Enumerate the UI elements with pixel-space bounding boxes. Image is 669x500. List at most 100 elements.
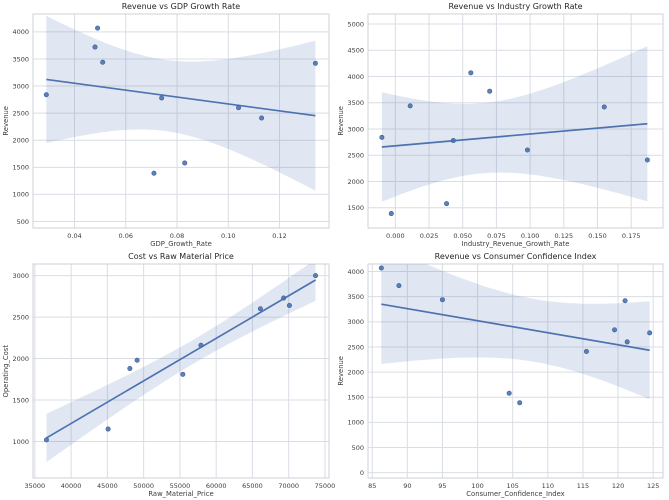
y-tick-label: 2500 (12, 109, 29, 117)
y-tick-label: 3500 (347, 99, 364, 107)
x-tick-label: 0.125 (555, 232, 574, 240)
axes-spine (32, 263, 330, 479)
y-tick-label: 2000 (347, 178, 364, 186)
regression-line (381, 303, 650, 352)
data-point (180, 371, 186, 377)
chart-title: Cost vs Raw Material Price (128, 252, 234, 261)
x-tick-label: 85 (368, 482, 376, 490)
regression-line (46, 78, 316, 117)
scatter-plot-canvas-gdp: 0.04 0.06 0.08 0.10 0.12 500 1000 1500 2000 2500 3… (12, 13, 330, 240)
data-point (286, 302, 292, 308)
scatter-plot-canvas-confidence: 85 90 95 100 105 110 115 120 125 0 500 1000 1500 2000… (347, 263, 664, 490)
x-tick-label: 75000 (315, 482, 335, 490)
x-tick-label: 50000 (133, 482, 154, 490)
data-point (612, 327, 618, 333)
data-point (134, 357, 140, 363)
y-tick-label: 3500 (347, 293, 364, 301)
data-point (105, 426, 111, 432)
chart-title: Revenue vs GDP Growth Rate (121, 2, 241, 11)
x-tick-label: 100 (471, 482, 483, 490)
data-point (159, 95, 165, 101)
x-tick-label: 0.150 (588, 232, 607, 240)
y-tick-label: 3000 (12, 272, 29, 280)
y-tick-label: 3500 (12, 55, 29, 63)
y-axis-label: Operating_Cost (1, 344, 10, 398)
data-point (450, 138, 456, 144)
x-axis-label: Consumer_Confidence_Index (466, 490, 565, 498)
x-tick-label: 0.06 (119, 232, 133, 240)
data-point (312, 60, 318, 66)
x-tick-label: 40000 (61, 482, 82, 490)
x-tick-label: 0.000 (386, 232, 405, 240)
y-tick-label: 2500 (12, 313, 29, 321)
data-point (182, 160, 188, 166)
x-tick-label: 45000 (97, 482, 118, 490)
x-tick-label: 60000 (206, 482, 227, 490)
data-point (379, 134, 385, 140)
x-axis-label: Industry_Revenue_Growth_Rate (461, 240, 570, 248)
data-point (396, 283, 402, 289)
subplot-cost-vs-raw-material: 35000 40000 45000 50000 55000 60000 65000 70000… (0, 250, 336, 500)
data-point (259, 115, 265, 121)
data-point (198, 342, 204, 348)
x-tick-label: 0.100 (521, 232, 540, 240)
y-tick-label: 1000 (12, 191, 29, 199)
y-tick-label: 2000 (347, 368, 364, 376)
x-tick-label: 0.08 (170, 232, 184, 240)
data-point (313, 273, 319, 279)
data-point (127, 366, 133, 372)
confidence-band (46, 15, 316, 191)
x-tick-label: 0.075 (487, 232, 506, 240)
x-tick-label: 65000 (242, 482, 263, 490)
x-tick-label: 0.025 (420, 232, 439, 240)
data-point (583, 348, 589, 354)
axes-spine (32, 13, 330, 229)
x-tick-label: 35000 (25, 482, 46, 490)
data-point (92, 44, 98, 50)
data-point (257, 306, 263, 312)
confidence-band (46, 264, 316, 463)
data-point (388, 211, 394, 217)
y-tick-label: 2500 (347, 343, 364, 351)
data-point (95, 25, 101, 31)
y-axis-label: Revenue (336, 356, 345, 386)
y-tick-label: 2500 (347, 152, 364, 160)
data-point (524, 147, 530, 153)
y-tick-label: 500 (17, 218, 29, 226)
y-tick-label: 4500 (347, 47, 364, 55)
y-tick-label: 1500 (12, 164, 29, 172)
confidence-band (381, 264, 650, 400)
x-tick-label: 70000 (278, 482, 299, 490)
x-tick-label: 0.04 (67, 232, 81, 240)
data-point (378, 265, 384, 271)
y-tick-label: 2000 (12, 137, 29, 145)
y-axis-label: Revenue (1, 106, 10, 136)
x-tick-label: 120 (612, 482, 624, 490)
data-point (468, 70, 474, 76)
y-tick-label: 4000 (12, 28, 29, 36)
y-tick-label: 0 (360, 469, 364, 477)
y-axis-label: Revenue (336, 106, 345, 136)
subplot-revenue-vs-industry-growth: 0.000 0.025 0.050 0.075 0.100 0.125 0.150 0.175… (335, 0, 669, 250)
x-axis-label: Raw_Material_Price (148, 490, 214, 498)
data-point (444, 201, 450, 207)
data-point (622, 298, 628, 304)
data-point (506, 390, 512, 396)
scatter-plot-canvas-raw-material: 35000 40000 45000 50000 55000 60000 65000 70000… (12, 263, 335, 490)
y-tick-label: 3000 (347, 318, 364, 326)
y-tick-label: 1500 (347, 204, 364, 212)
data-point (624, 339, 630, 345)
y-tick-label: 1000 (12, 438, 29, 446)
data-point (236, 105, 242, 111)
chart-title: Revenue vs Consumer Confidence Index (434, 252, 597, 261)
data-point (647, 330, 653, 336)
data-point (43, 437, 49, 443)
axes-spine (367, 13, 664, 229)
scatter-plot-canvas-industry: 0.000 0.025 0.050 0.075 0.100 0.125 0.150 0.175… (347, 13, 664, 240)
y-tick-label: 1500 (347, 394, 364, 402)
y-tick-label: 3000 (12, 82, 29, 90)
x-tick-label: 0.050 (453, 232, 472, 240)
subplot-revenue-vs-gdp: 0.04 0.06 0.08 0.10 0.12 500 1000 1500 2000 2500 3… (0, 0, 335, 250)
x-tick-label: 105 (506, 482, 518, 490)
subplot-revenue-vs-consumer-confidence: 85 90 95 100 105 110 115 120 125 0 500 1000 1500 2000… (335, 250, 669, 500)
